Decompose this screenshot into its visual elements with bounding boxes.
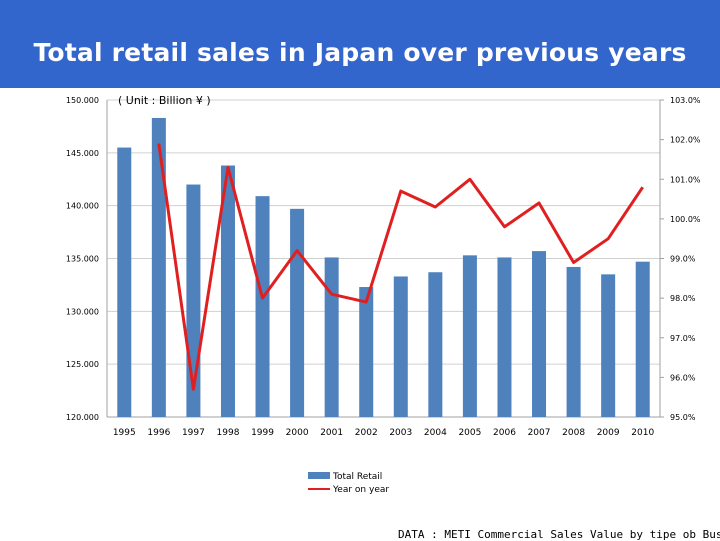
- bar: [497, 257, 512, 417]
- line-series: [157, 143, 644, 391]
- x-tick-label: 2009: [597, 428, 620, 438]
- legend: Total Retail Year on year: [308, 472, 389, 495]
- bar: [324, 257, 339, 417]
- x-tick-label: 2002: [355, 428, 378, 438]
- left-tick-label: 150.000: [66, 96, 99, 105]
- legend-label-bar: Total Retail: [332, 472, 382, 482]
- right-tick-label: 95.0%: [670, 413, 696, 422]
- bar: [428, 272, 443, 417]
- bar: [532, 251, 547, 417]
- right-tick-label: 99.0%: [670, 255, 696, 264]
- bar: [290, 208, 305, 417]
- right-tick-label: 103.0%: [670, 96, 701, 105]
- title-bar: [0, 0, 720, 88]
- legend-swatch-bar: [308, 472, 330, 479]
- bar: [151, 117, 166, 418]
- left-tick-label: 135.000: [66, 255, 99, 264]
- x-tick-label: 2003: [389, 428, 412, 438]
- right-tick-label: 98.0%: [670, 294, 696, 303]
- right-tick-label: 101.0%: [670, 175, 701, 184]
- x-tick-label: 2004: [424, 428, 447, 438]
- x-tick-label: 2006: [493, 428, 516, 438]
- right-tick-label: 97.0%: [670, 334, 696, 343]
- right-tick-label: 96.0%: [670, 373, 696, 382]
- bar: [220, 165, 235, 417]
- bar: [393, 276, 408, 417]
- bar: [635, 261, 650, 417]
- left-tick-label: 145.000: [66, 149, 99, 158]
- x-tick-label: 1995: [113, 428, 136, 438]
- right-axis-labels: 95.0% 96.0% 97.0% 98.0% 99.0% 100.0% 101.0% 102…: [660, 96, 701, 422]
- legend-label-line: Year on year: [332, 485, 389, 495]
- left-tick-label: 130.000: [66, 307, 99, 316]
- bar: [359, 287, 374, 417]
- x-tick-label: 1998: [217, 428, 240, 438]
- retail-sales-chart: 120.000 125.000 130.000 135.000 140.000 145.0…: [66, 94, 701, 495]
- left-tick-label: 120.000: [66, 413, 99, 422]
- slide-title: Total retail sales in Japan over previou…: [33, 38, 687, 67]
- bar: [117, 147, 132, 418]
- x-tick-label: 1996: [147, 428, 170, 438]
- x-tick-label: 1997: [182, 428, 205, 438]
- data-source-note: DATA : METI Commercial Sales Value by ti…: [398, 528, 720, 541]
- x-tick-label: 1999: [251, 428, 274, 438]
- left-tick-label: 125.000: [66, 360, 99, 369]
- bar: [255, 196, 270, 417]
- x-tick-label: 2000: [286, 428, 309, 438]
- bar: [462, 255, 477, 417]
- left-tick-label: 140.000: [66, 202, 99, 211]
- bar: [566, 266, 581, 417]
- x-tick-label: 2005: [458, 428, 481, 438]
- x-tick-label: 2010: [631, 428, 654, 438]
- bar: [601, 274, 616, 417]
- left-axis-labels: 120.000 125.000 130.000 135.000 140.000 145.0…: [66, 96, 99, 422]
- x-tick-label: 2001: [320, 428, 343, 438]
- x-tick-label: 2008: [562, 428, 585, 438]
- x-axis-labels: 1995 1996 1997 1998 1999 2000 2001 2002 2003 2004…: [113, 428, 655, 438]
- unit-label: ( Unit : Billion ¥ ): [118, 94, 211, 107]
- right-tick-label: 100.0%: [670, 215, 701, 224]
- right-tick-label: 102.0%: [670, 136, 701, 145]
- x-tick-label: 2007: [528, 428, 551, 438]
- year-on-year-line: [157, 143, 644, 391]
